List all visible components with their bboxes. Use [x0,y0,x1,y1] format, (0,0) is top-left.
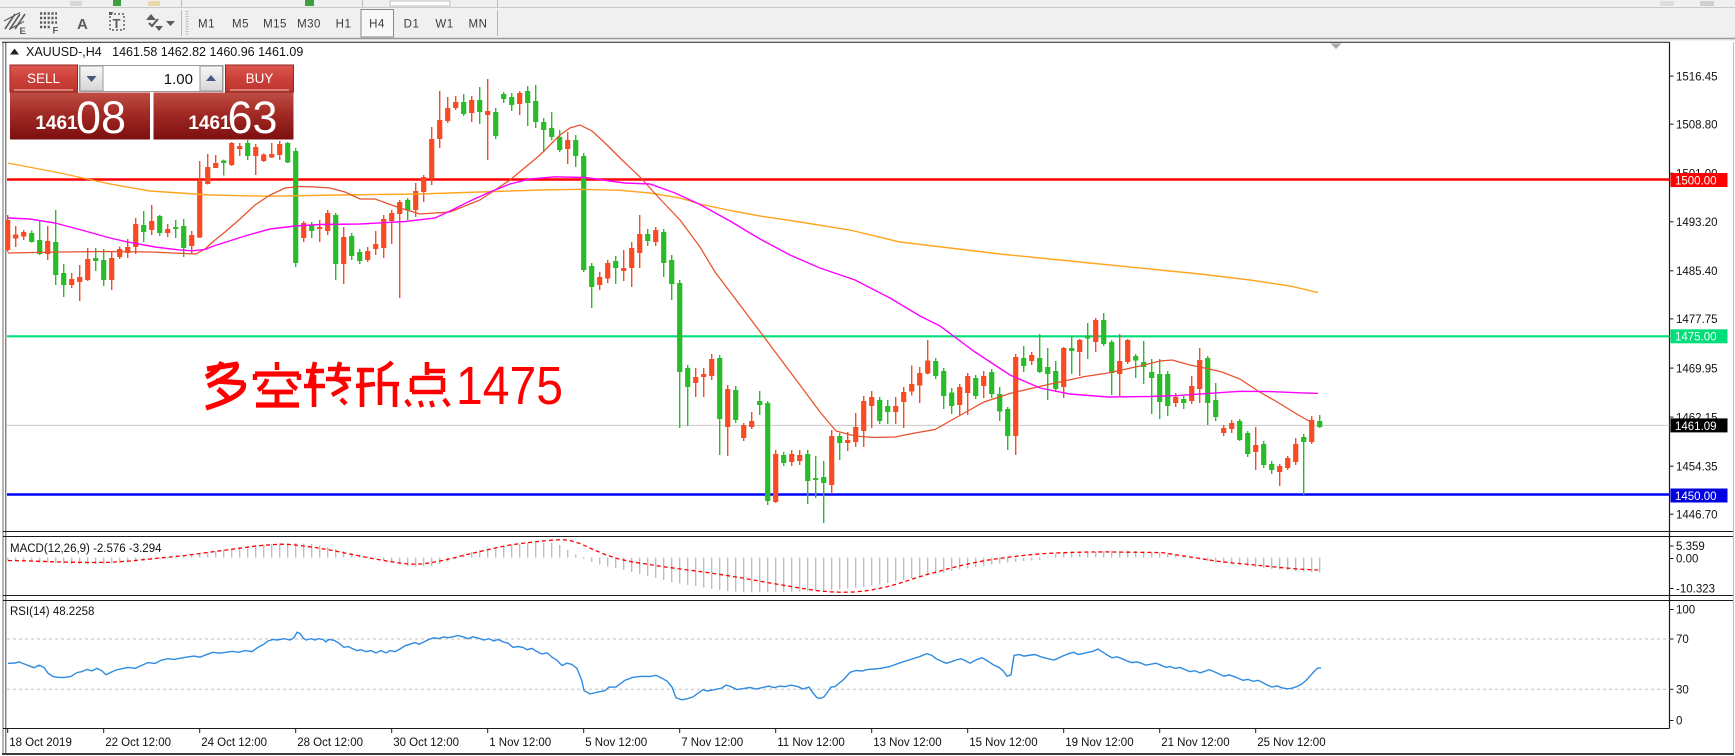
svg-text:70: 70 [1676,634,1689,646]
svg-text:22 Oct 12:00: 22 Oct 12:00 [105,737,171,749]
svg-text:0: 0 [1676,716,1682,728]
svg-text:1461: 1461 [188,113,231,134]
svg-text:1450.00: 1450.00 [1675,491,1717,503]
svg-text:19 Nov 12:00: 19 Nov 12:00 [1065,737,1133,749]
svg-text:T: T [113,16,121,31]
svg-text:28 Oct 12:00: 28 Oct 12:00 [297,737,363,749]
svg-text:H4: H4 [369,19,385,31]
svg-text:M30: M30 [297,19,321,31]
svg-text:M5: M5 [232,19,249,31]
svg-text:21 Nov 12:00: 21 Nov 12:00 [1161,737,1229,749]
svg-text:18 Oct 2019: 18 Oct 2019 [9,737,72,749]
svg-text:24 Oct 12:00: 24 Oct 12:00 [201,737,267,749]
svg-text:1454.35: 1454.35 [1676,461,1718,473]
svg-text:1461: 1461 [35,113,78,134]
svg-text:1500.00: 1500.00 [1675,175,1717,187]
svg-text:15 Nov 12:00: 15 Nov 12:00 [969,737,1037,749]
svg-text:M15: M15 [263,19,287,31]
svg-text:1516.45: 1516.45 [1676,71,1718,83]
svg-text:1477.75: 1477.75 [1676,314,1718,326]
svg-text:F: F [53,26,59,37]
svg-text:1446.70: 1446.70 [1676,509,1718,521]
svg-text:XAUUSD-,H4 1461.58 1462.82 1: XAUUSD-,H4 1461.58 1462.82 1460.96 1461.… [26,45,303,59]
svg-text:63: 63 [227,92,277,143]
svg-text:25 Nov 12:00: 25 Nov 12:00 [1257,737,1325,749]
svg-text:5 Nov 12:00: 5 Nov 12:00 [585,737,647,749]
svg-text:SELL: SELL [27,71,61,86]
svg-text:MN: MN [469,19,488,31]
svg-text:W1: W1 [435,19,453,31]
svg-text:1508.80: 1508.80 [1676,119,1718,131]
svg-text:7 Nov 12:00: 7 Nov 12:00 [681,737,743,749]
svg-text:D1: D1 [404,19,420,31]
svg-text:E: E [20,26,26,37]
svg-text:1 Nov 12:00: 1 Nov 12:00 [489,737,551,749]
svg-text:5.359: 5.359 [1676,541,1705,553]
svg-text:1493.20: 1493.20 [1676,217,1718,229]
svg-text:1475: 1475 [456,356,563,416]
svg-text:0.00: 0.00 [1676,554,1698,566]
svg-text:BUY: BUY [246,71,274,86]
svg-text:A: A [77,16,88,33]
svg-text:30: 30 [1676,685,1689,697]
svg-text:08: 08 [76,92,126,143]
svg-text:1461.09: 1461.09 [1675,421,1717,433]
svg-text:30 Oct 12:00: 30 Oct 12:00 [393,737,459,749]
svg-text:MACD(12,26,9) -2.576 -3.294: MACD(12,26,9) -2.576 -3.294 [10,543,162,555]
svg-text:M1: M1 [198,19,215,31]
svg-text:1475.00: 1475.00 [1675,332,1717,344]
svg-text:1469.95: 1469.95 [1676,363,1718,375]
svg-text:RSI(14) 48.2258: RSI(14) 48.2258 [10,606,94,618]
svg-text:13 Nov 12:00: 13 Nov 12:00 [873,737,941,749]
svg-text:1485.40: 1485.40 [1676,266,1718,278]
svg-text:100: 100 [1676,605,1695,617]
svg-text:-10.323: -10.323 [1676,584,1715,596]
svg-text:11 Nov 12:00: 11 Nov 12:00 [777,737,845,749]
svg-text:H1: H1 [336,19,352,31]
svg-text:1.00: 1.00 [164,71,193,88]
